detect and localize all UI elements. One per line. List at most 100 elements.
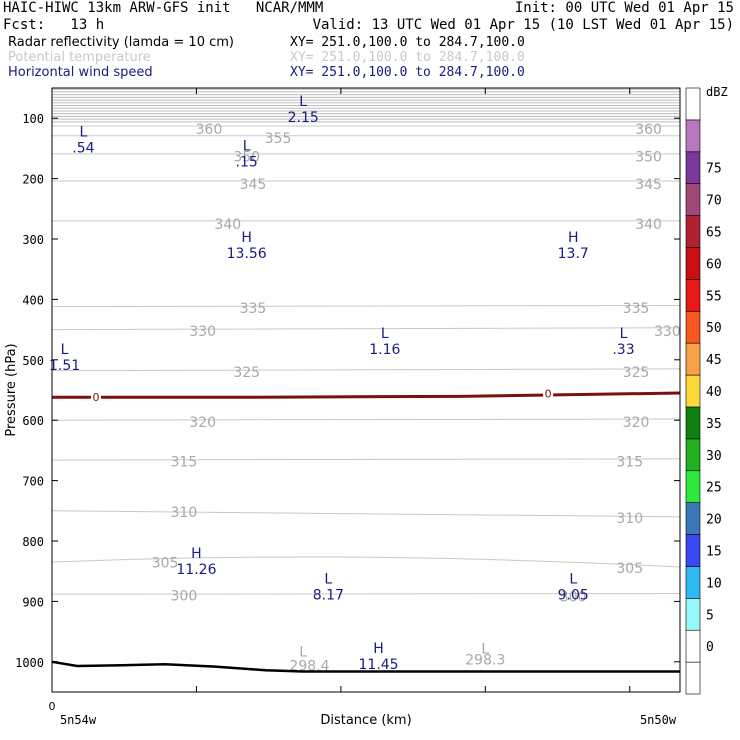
wind-extremum-value: 11.45 [359, 657, 399, 673]
wind-extremum-type: H [241, 230, 252, 246]
theta-min-marker: L [299, 645, 307, 661]
theta-contour-line [51, 368, 681, 372]
y-tick-label: 400 [22, 293, 44, 307]
colorbar-swatch [685, 119, 701, 153]
colorbar-label: 10 [706, 576, 722, 591]
theta-label: 310 [616, 511, 643, 527]
theta-label: 310 [171, 505, 198, 521]
theta-contour-line [51, 304, 681, 308]
theta-contour-line [51, 458, 681, 461]
header-line1-left: HAIC-HIWC 13km ARW-GFS init NCAR/MMM [3, 0, 324, 16]
theta-label: 305 [616, 561, 643, 577]
field-name: Potential temperature [8, 50, 151, 65]
theta-label: 355 [265, 131, 292, 147]
colorbar-label: 50 [706, 321, 722, 336]
theta-label: 350 [635, 149, 662, 165]
wind-extremum-type: L [381, 326, 389, 342]
wind-extremum-type: H [568, 230, 579, 246]
wind-extremum-value: .54 [72, 140, 94, 156]
colorbar-unit: dBZ [706, 85, 728, 99]
wind-extremum-type: L [620, 326, 628, 342]
theta-label: 360 [635, 122, 662, 138]
theta-label: 305 [152, 556, 179, 572]
y-tick-label: 300 [22, 233, 44, 247]
theta-label: 335 [623, 301, 650, 317]
x-zero-label: 0 [49, 700, 56, 713]
y-tick-label: 1000 [15, 656, 44, 670]
field-xy: XY= 251.0,100.0 to 284.7,100.0 [290, 65, 525, 80]
theta-contour-line [51, 418, 681, 421]
theta-label: 298.3 [465, 652, 505, 668]
wind-extremum-type: L [79, 124, 87, 140]
wind-extremum-value: 8.17 [313, 587, 344, 603]
wind-extremum-type: L [299, 94, 307, 110]
colorbar-swatch [685, 661, 701, 695]
header-line2-right: Valid: 13 UTC Wed 01 Apr 15 (10 LST Wed … [312, 17, 734, 33]
theta-label: 360 [196, 122, 223, 138]
theta-label: 330 [654, 324, 681, 340]
field-xy: XY= 251.0,100.0 to 284.7,100.0 [290, 35, 525, 50]
terrain-surface-line [51, 660, 680, 673]
y-tick-label: 500 [22, 354, 44, 368]
freezing-label-bg [90, 392, 101, 403]
colorbar-swatch [685, 279, 701, 312]
header-line2-left: Fcst: 13 h [3, 17, 105, 33]
theta-label: 320 [623, 415, 650, 431]
wind-extremum-type: L [569, 571, 577, 587]
field-name: Horizontal wind speed [8, 65, 153, 80]
wind-extremum-type: L [324, 571, 332, 587]
colorbar-label: 55 [706, 289, 722, 304]
field-xy: XY= 251.0,100.0 to 284.7,100.0 [290, 50, 525, 65]
freezing-level-label: 0 [545, 388, 552, 401]
theta-label: 300 [171, 588, 198, 604]
y-tick-label: 200 [22, 173, 44, 187]
colorbar-swatch [685, 406, 701, 440]
wind-extremum-value: 2.15 [288, 110, 319, 126]
colorbar-label: 70 [706, 194, 722, 209]
colorbar-swatch [685, 629, 701, 663]
theta-label: 315 [616, 454, 643, 470]
colorbar-label: 25 [706, 481, 722, 496]
y-axis-title: Pressure (hPa) [4, 343, 19, 436]
colorbar-label: 30 [706, 449, 722, 464]
colorbar-label: 35 [706, 417, 722, 432]
colorbar-label: 5 [706, 608, 714, 623]
field-name: Radar reflectivity (lamda = 10 cm) [8, 35, 234, 50]
theta-label: 320 [189, 415, 216, 431]
wind-extremum-value: 13.56 [227, 246, 267, 262]
colorbar-swatch [685, 566, 701, 599]
colorbar-swatch [685, 374, 701, 408]
wind-extremum-value: 1.16 [369, 342, 400, 358]
wind-extremum-type: H [373, 641, 384, 657]
theta-label: 325 [233, 365, 260, 381]
plot-frame [51, 87, 681, 693]
colorbar-label: 65 [706, 226, 722, 241]
wind-extremum-value: 1.51 [49, 358, 80, 374]
colorbar-swatch [685, 183, 701, 216]
colorbar-label: 60 [706, 257, 722, 272]
wind-extremum-value: .33 [612, 342, 634, 358]
wind-extremum-type: H [191, 546, 202, 562]
colorbar-label: 0 [706, 640, 714, 655]
colorbar-label: 75 [706, 162, 722, 177]
wind-extremum-type: L [243, 138, 251, 154]
colorbar-label: 40 [706, 385, 722, 400]
colorbar-label: 20 [706, 513, 722, 528]
theta-label: 340 [214, 217, 241, 233]
colorbar-swatch [685, 310, 701, 344]
colorbar-label: 45 [706, 353, 722, 368]
wind-extremum-value: 11.26 [176, 562, 216, 578]
theta-label: 335 [240, 301, 267, 317]
y-tick-label: 100 [22, 112, 44, 126]
colorbar-swatch [685, 502, 701, 535]
theta-contour-line [51, 556, 681, 568]
theta-label: 330 [189, 324, 216, 340]
theta-label: 315 [171, 454, 198, 470]
y-tick-label: 700 [22, 475, 44, 489]
theta-label: 345 [240, 177, 267, 193]
colorbar-swatch [685, 598, 701, 631]
colorbar-swatch [685, 215, 701, 248]
y-tick-label: 800 [22, 535, 44, 549]
freezing-level-line [52, 391, 681, 399]
